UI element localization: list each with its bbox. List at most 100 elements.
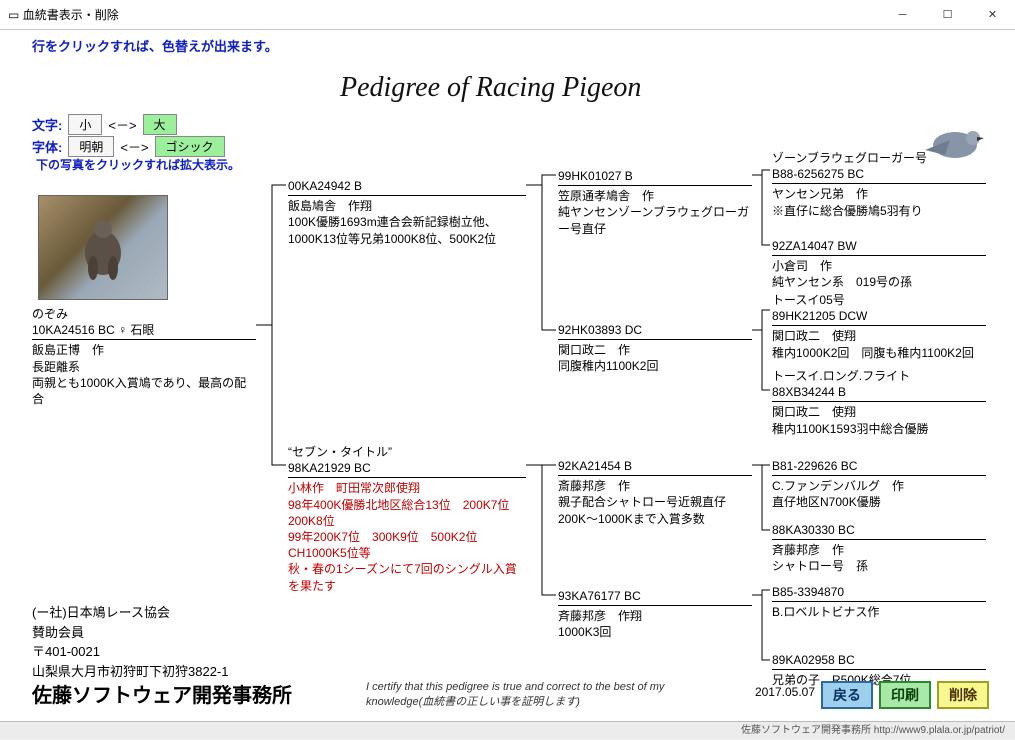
print-button[interactable]: 印刷 — [879, 681, 931, 709]
window-buttons: ─ ☐ ✕ — [880, 0, 1015, 30]
g3a2-l1: 小倉司 作 — [772, 258, 986, 274]
g1d-r1: 小林作 町田常次郎使翔 — [288, 480, 526, 496]
folder-icon: ▭ — [8, 8, 19, 22]
subject-node[interactable]: のぞみ 10KA24516 BC ♀ 石眼 飯島正博 作 長距離系 両親とも10… — [32, 306, 256, 407]
content-area: 行をクリックすれば、色替えが出来ます。 Pedigree of Racing P… — [0, 30, 1015, 739]
g2a-l1: 笠原通孝鳩舎 作 — [558, 188, 752, 204]
back-button[interactable]: 戻る — [821, 681, 873, 709]
arrow-icon: <－> — [108, 115, 136, 134]
g1d-r2: 98年400K優勝北地区総合13位 200K7位 200K8位 — [288, 497, 526, 529]
g2c-id: 92KA21454 B — [558, 458, 752, 476]
close-button[interactable]: ✕ — [970, 0, 1015, 30]
g2c-l1: 斎藤邦彦 作 — [558, 478, 752, 494]
g3a2-id: 92ZA14047 BW — [772, 238, 986, 256]
window-title: 血統書表示・削除 — [23, 6, 119, 23]
g2d-l1: 斉藤邦彦 作翔 — [558, 608, 752, 624]
g1s-l2: 100K優勝1693m連合会新記録樹立他、1000K13位等兄弟1000K8位、… — [288, 214, 526, 246]
gen3-a2[interactable]: 92ZA14047 BW 小倉司 作 純ヤンセン系 019号の孫 — [772, 238, 986, 291]
g1d-r4: 秋・春の1シーズンにて7回のシングル入賞を果たす — [288, 561, 526, 593]
org1: (ー社)日本鳩レース協会 — [32, 603, 292, 623]
g3c1-l2: 直仔地区N700K優勝 — [772, 494, 986, 510]
subject-name: のぞみ — [32, 306, 256, 322]
action-buttons: 戻る 印刷 削除 — [821, 681, 989, 709]
gen2-d[interactable]: 93KA76177 BC 斉藤邦彦 作翔 1000K3回 — [558, 588, 752, 641]
g3a1-t: ゾーンブラウェグローガー号 — [772, 150, 986, 166]
g3a1-l2: ※直仔に総合優勝鳩5羽有り — [772, 203, 986, 219]
g3b1-id: 89HK21205 DCW — [772, 308, 986, 326]
subject-l3: 両親とも1000K入賞鳩であり、最高の配合 — [32, 375, 256, 407]
minimize-button[interactable]: ─ — [880, 0, 925, 30]
g3a1-l1: ヤンセン兄弟 作 — [772, 186, 986, 202]
g3b1-t: トースイ05号 — [772, 292, 986, 308]
gen1-dam[interactable]: “セブン・タイトル” 98KA21929 BC 小林作 町田常次郎使翔 98年4… — [288, 444, 526, 594]
g1d-r3: 99年200K7位 300K9位 500K2位 CH1000K5位等 — [288, 529, 526, 561]
gen2-c[interactable]: 92KA21454 B 斎藤邦彦 作 親子配合シャトロー号近親直仔 200K〜1… — [558, 458, 752, 527]
subject-l2: 長距離系 — [32, 359, 256, 375]
large-text-button[interactable]: 大 — [143, 114, 177, 135]
arrow-icon: <－> — [120, 137, 148, 156]
gen1-sire[interactable]: 00KA24942 B 飯島鳩舎 作翔 100K優勝1693m連合会新記録樹立他… — [288, 178, 526, 247]
g1s-id: 00KA24942 B — [288, 178, 526, 196]
font-row: 字体: 明朝 <－> ゴシック — [32, 136, 225, 157]
g3b2-l2: 稚内1100K1593羽中総合優勝 — [772, 421, 986, 437]
g3b2-t: トースイ.ロング.フライト — [772, 368, 986, 384]
gen3-b2[interactable]: トースイ.ロング.フライト 88XB34244 B 関口政二 使翔 稚内1100… — [772, 368, 986, 437]
hint-top: 行をクリックすれば、色替えが出来ます。 — [32, 36, 278, 55]
subject-photo[interactable] — [38, 195, 168, 300]
g2a-id: 99HK01027 B — [558, 168, 752, 186]
g3b1-l2: 稚内1000K2回 同腹も稚内1100K2回 — [772, 345, 986, 361]
g2c-l3: 200K〜1000Kまで入賞多数 — [558, 511, 752, 527]
font-label: 字体: — [32, 137, 62, 156]
gothic-button[interactable]: ゴシック — [155, 136, 225, 157]
delete-button[interactable]: 削除 — [937, 681, 989, 709]
g2d-l2: 1000K3回 — [558, 624, 752, 640]
statusbar: 佐藤ソフトウェア開発事務所 http://www9.plala.or.jp/pa… — [0, 721, 1015, 739]
g3c1-l1: C.ファンデンバルグ 作 — [772, 478, 986, 494]
date: 2017.05.07 — [755, 685, 815, 699]
g3a1-id: B88-6256275 BC — [772, 166, 986, 184]
hint-photo: 下の写真をクリックすれば拡大表示。 — [36, 156, 240, 173]
g2b-l2: 同腹稚内1100K2回 — [558, 358, 752, 374]
g2c-l2: 親子配合シャトロー号近親直仔 — [558, 494, 752, 510]
footer-org: (ー社)日本鳩レース協会 賛助会員 〒401-0021 山梨県大月市初狩町下初狩… — [32, 603, 292, 711]
g3c2-id: 88KA30330 BC — [772, 522, 986, 540]
size-label: 文字: — [32, 115, 62, 134]
g3c1-id: B81-229626 BC — [772, 458, 986, 476]
subject-id: 10KA24516 BC ♀ 石眼 — [32, 322, 256, 340]
g3b2-id: 88XB34244 B — [772, 384, 986, 402]
g3b1-l1: 関口政二 使翔 — [772, 328, 986, 344]
maximize-button[interactable]: ☐ — [925, 0, 970, 30]
g2b-id: 92HK03893 DC — [558, 322, 752, 340]
g2b-l1: 関口政二 作 — [558, 342, 752, 358]
g3b2-l1: 関口政二 使翔 — [772, 404, 986, 420]
small-text-button[interactable]: 小 — [68, 114, 102, 135]
subject-l1: 飯島正博 作 — [32, 342, 256, 358]
g1s-l1: 飯島鳩舎 作翔 — [288, 198, 526, 214]
mincho-button[interactable]: 明朝 — [68, 136, 114, 157]
gen3-b1[interactable]: トースイ05号 89HK21205 DCW 関口政二 使翔 稚内1000K2回 … — [772, 292, 986, 361]
text-size-row: 文字: 小 <－> 大 — [32, 114, 177, 135]
g2d-id: 93KA76177 BC — [558, 588, 752, 606]
gen3-c2[interactable]: 88KA30330 BC 斉藤邦彦 作 シャトロー号 孫 — [772, 522, 986, 575]
g3d2-id: 89KA02958 BC — [772, 652, 986, 670]
titlebar: ▭ 血統書表示・削除 ─ ☐ ✕ — [0, 0, 1015, 30]
g3d1-id: B85-3394870 — [772, 584, 986, 602]
g2a-l2: 純ヤンセンゾーンブラウェグローガー号直仔 — [558, 204, 752, 236]
gen3-a1[interactable]: ゾーンブラウェグローガー号 B88-6256275 BC ヤンセン兄弟 作 ※直… — [772, 150, 986, 219]
org-big: 佐藤ソフトウェア開発事務所 — [32, 681, 292, 711]
org2: 賛助会員 — [32, 623, 292, 643]
g3c2-l2: シャトロー号 孫 — [772, 558, 986, 574]
gen3-c1[interactable]: B81-229626 BC C.ファンデンバルグ 作 直仔地区N700K優勝 — [772, 458, 986, 511]
g3c2-l1: 斉藤邦彦 作 — [772, 542, 986, 558]
gen2-a[interactable]: 99HK01027 B 笠原通孝鳩舎 作 純ヤンセンゾーンブラウェグローガー号直… — [558, 168, 752, 237]
page-title: Pedigree of Racing Pigeon — [340, 72, 641, 104]
g3a2-l2: 純ヤンセン系 019号の孫 — [772, 274, 986, 290]
gen2-b[interactable]: 92HK03893 DC 関口政二 作 同腹稚内1100K2回 — [558, 322, 752, 375]
g1d-id: 98KA21929 BC — [288, 460, 526, 478]
g3d1-l1: B.ロベルトビナス作 — [772, 604, 986, 620]
org3: 〒401-0021 — [32, 642, 292, 662]
g1d-title: “セブン・タイトル” — [288, 444, 526, 460]
certification: I certify that this pedigree is true and… — [366, 680, 696, 709]
gen3-d1[interactable]: B85-3394870 B.ロベルトビナス作 — [772, 584, 986, 620]
org4: 山梨県大月市初狩町下初狩3822-1 — [32, 662, 292, 682]
